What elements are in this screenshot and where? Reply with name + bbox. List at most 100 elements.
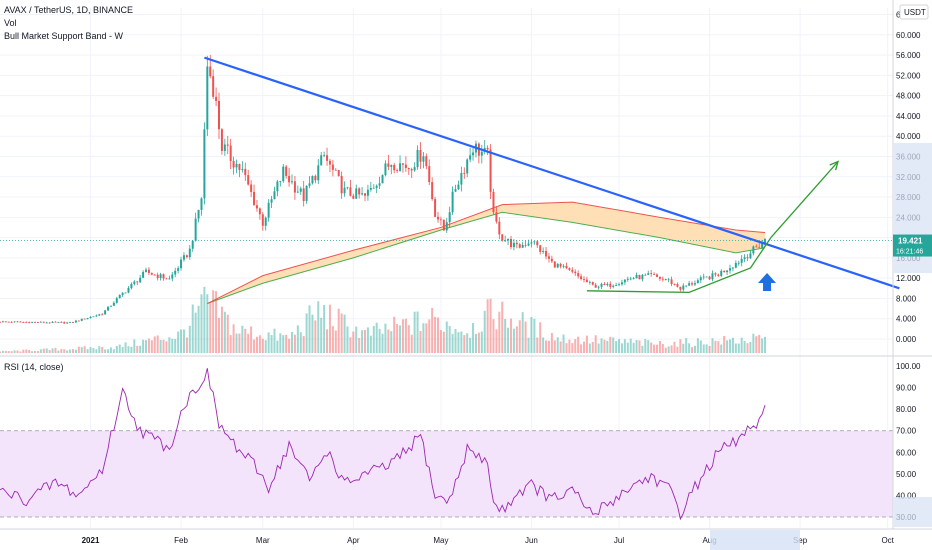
volume-bar bbox=[720, 344, 723, 353]
volume-bar bbox=[384, 323, 387, 353]
candle-body bbox=[451, 191, 454, 213]
candle-body bbox=[343, 187, 346, 194]
volume-bar bbox=[51, 348, 54, 353]
support-curve[interactable] bbox=[586, 237, 772, 294]
candle-body bbox=[215, 96, 218, 101]
candle-body bbox=[235, 163, 238, 168]
volume-bar bbox=[340, 313, 343, 353]
volume-bar bbox=[527, 337, 530, 353]
time-tick-label: May bbox=[433, 536, 448, 545]
candle-body bbox=[518, 244, 521, 248]
volume-bar bbox=[688, 343, 691, 353]
volume-bar bbox=[521, 312, 524, 353]
volume-bar bbox=[661, 343, 664, 353]
candle-body bbox=[401, 163, 404, 165]
volume-bar bbox=[250, 326, 253, 353]
volume-bar bbox=[629, 338, 632, 353]
volume-bar bbox=[445, 321, 448, 353]
volume-bar bbox=[542, 337, 545, 353]
volume-bar bbox=[255, 336, 258, 353]
projection-arrow-line[interactable] bbox=[770, 161, 839, 239]
volume-bar bbox=[291, 332, 293, 353]
volume-bar bbox=[615, 341, 618, 353]
candle-body bbox=[556, 264, 559, 268]
volume-bar bbox=[63, 349, 66, 353]
volume-bar bbox=[197, 305, 200, 353]
rsi-band-fill bbox=[0, 430, 893, 517]
candle-body bbox=[416, 149, 419, 168]
volume-bar bbox=[705, 344, 708, 353]
candle-body bbox=[220, 129, 223, 151]
candle-body bbox=[612, 285, 615, 287]
candle-body bbox=[355, 188, 358, 199]
volume-bar bbox=[682, 343, 685, 353]
candle-body bbox=[4, 321, 7, 323]
candle-body bbox=[688, 283, 691, 286]
volume-bar bbox=[483, 310, 486, 353]
volume-bar bbox=[749, 341, 752, 353]
candle-body bbox=[241, 168, 244, 170]
volume-bar bbox=[492, 319, 495, 353]
drawing-annotations[interactable] bbox=[204, 56, 900, 294]
candle-body bbox=[331, 164, 334, 170]
candle-body bbox=[13, 321, 16, 323]
volume-bar bbox=[510, 318, 512, 353]
volume-bar bbox=[553, 340, 556, 353]
candle-body bbox=[755, 246, 758, 248]
candle-body bbox=[296, 191, 299, 193]
volume-bar bbox=[606, 340, 609, 353]
candle-body bbox=[36, 322, 39, 323]
candle-body bbox=[57, 322, 60, 323]
candle-body bbox=[629, 278, 632, 280]
candle-body bbox=[247, 175, 250, 185]
volume-bar bbox=[364, 330, 366, 353]
candle-body bbox=[609, 283, 612, 287]
candle-body bbox=[431, 182, 434, 200]
volume-bar bbox=[218, 317, 220, 353]
volume-bar bbox=[647, 340, 650, 353]
volume-bar bbox=[378, 328, 381, 353]
volume-bar bbox=[273, 328, 276, 353]
volume-bar bbox=[758, 334, 761, 353]
currency-selector[interactable] bbox=[899, 4, 929, 20]
band-indicator-label[interactable]: Bull Market Support Band - W bbox=[4, 31, 124, 41]
volume-indicator-label[interactable]: Vol bbox=[4, 18, 17, 28]
candle-body bbox=[512, 242, 515, 248]
candle-body bbox=[136, 281, 139, 283]
projection-arrow-head[interactable] bbox=[829, 160, 840, 171]
rsi-indicator-label[interactable]: RSI (14, close) bbox=[4, 362, 64, 372]
volume-bar bbox=[632, 342, 635, 353]
up-arrow-icon[interactable] bbox=[758, 273, 777, 291]
descending-trendline[interactable] bbox=[204, 56, 900, 290]
volume-bar bbox=[104, 349, 107, 353]
candle-body bbox=[302, 188, 305, 201]
candle-body bbox=[600, 283, 603, 287]
volume-bar bbox=[437, 317, 439, 353]
candle-body bbox=[346, 187, 349, 189]
candle-body bbox=[326, 155, 329, 161]
candle-body bbox=[212, 76, 215, 97]
rsi-range-highlight bbox=[894, 497, 932, 527]
volume-bar bbox=[299, 332, 302, 353]
volume-bar bbox=[337, 308, 340, 353]
candle-body bbox=[515, 242, 518, 245]
volume-bar bbox=[48, 350, 51, 353]
volume-bar bbox=[203, 286, 206, 353]
candle-body bbox=[559, 264, 562, 267]
candle-body bbox=[428, 166, 431, 183]
candle-body bbox=[226, 144, 229, 146]
candle-body bbox=[653, 273, 656, 275]
candle-body bbox=[101, 314, 104, 316]
volume-bar bbox=[641, 345, 644, 353]
candle-body bbox=[191, 240, 194, 249]
candle-body bbox=[340, 175, 343, 194]
volume-bar bbox=[501, 301, 504, 353]
symbol-title[interactable]: AVAX / TetherUS, 1D, BINANCE bbox=[4, 5, 134, 15]
candle-body bbox=[121, 292, 124, 295]
candle-body bbox=[399, 163, 402, 171]
volume-bar bbox=[168, 337, 171, 353]
candle-body bbox=[726, 270, 729, 273]
volume-bar bbox=[72, 349, 74, 353]
volume-bar bbox=[261, 338, 264, 353]
